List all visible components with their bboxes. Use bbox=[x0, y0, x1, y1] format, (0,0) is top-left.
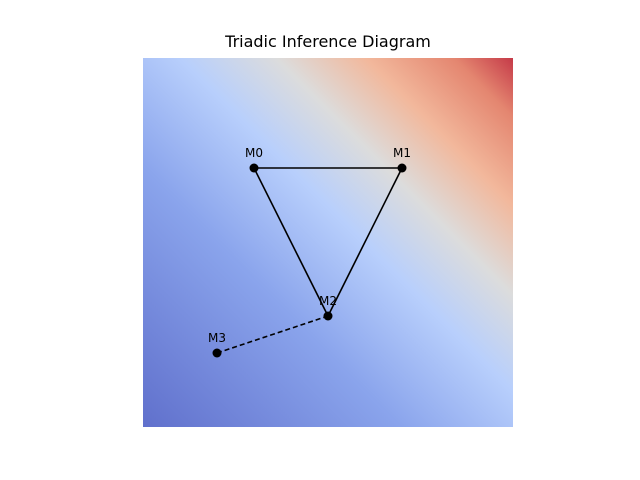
node-label-m0: M0 bbox=[245, 146, 263, 160]
node-m2 bbox=[323, 311, 333, 321]
edge-m1-m2 bbox=[327, 167, 403, 317]
node-m3 bbox=[212, 348, 222, 358]
node-label-m2: M2 bbox=[319, 294, 337, 308]
node-label-m1: M1 bbox=[393, 146, 411, 160]
edges-group bbox=[216, 167, 403, 354]
diagram-title: Triadic Inference Diagram bbox=[225, 32, 431, 51]
edge-m2-m0 bbox=[253, 167, 329, 317]
gradient-field bbox=[143, 58, 513, 427]
edge-m2-m3 bbox=[216, 315, 329, 354]
labels-group: M0 M1 M2 M3 bbox=[208, 146, 411, 345]
node-label-m3: M3 bbox=[208, 331, 226, 345]
node-m1 bbox=[397, 163, 407, 173]
nodes-group bbox=[212, 163, 407, 358]
node-m0 bbox=[249, 163, 259, 173]
